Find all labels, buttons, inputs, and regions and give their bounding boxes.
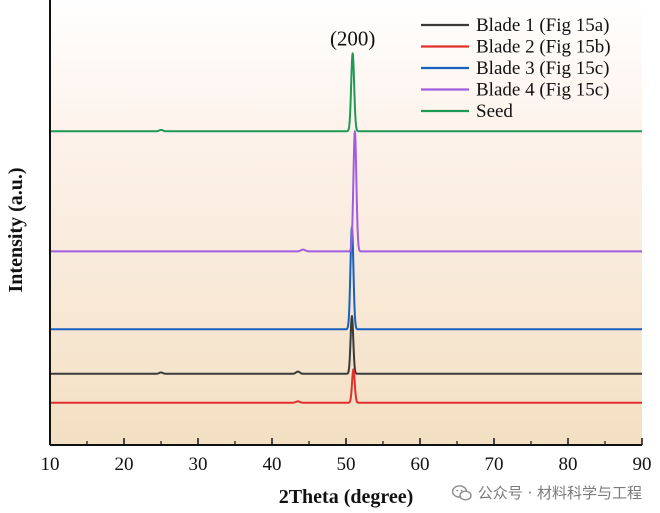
x-tick-label-30: 30 — [189, 454, 208, 475]
series-line-5 — [49, 52, 643, 133]
legend: Blade 1 (Fig 15a)Blade 2 (Fig 15b)Blade … — [421, 15, 611, 122]
x-tick-label-40: 40 — [263, 454, 282, 475]
peak-annotation-200: (200) — [330, 26, 376, 50]
x-tick-label-60: 60 — [411, 454, 430, 475]
x-axis-label: 2Theta (degree) — [279, 486, 414, 508]
legend-label-5: Seed — [476, 101, 513, 122]
wechat-icon — [451, 484, 472, 501]
plot-background — [50, 0, 642, 445]
x-tick-label-50: 50 — [337, 454, 356, 475]
legend-label-4: Blade 4 (Fig 15c) — [476, 80, 610, 101]
series-layer — [49, 52, 643, 404]
x-tick-label-90: 90 — [633, 454, 652, 475]
legend-label-2: Blade 2 (Fig 15b) — [476, 37, 611, 58]
x-tick-label-70: 70 — [485, 454, 504, 475]
x-tick-label-20: 20 — [115, 454, 134, 475]
axis-layer: 10 20 30 40 50 60 70 80 90 — [41, 0, 652, 475]
legend-label-1: Blade 1 (Fig 15a) — [476, 15, 610, 36]
x-tick-label-80: 80 — [559, 454, 578, 475]
legend-label-3: Blade 3 (Fig 15c) — [476, 58, 610, 79]
x-tick-label-10: 10 — [41, 454, 60, 475]
y-axis-label: Intensity (a.u.) — [5, 167, 27, 292]
series-line-1 — [49, 314, 643, 375]
series-line-2 — [49, 368, 643, 404]
watermark: 公众号 · 材料科学与工程 — [451, 482, 642, 503]
series-line-3 — [49, 225, 643, 331]
watermark-text: 公众号 · 材料科学与工程 — [477, 484, 642, 502]
series-line-4 — [49, 130, 643, 253]
